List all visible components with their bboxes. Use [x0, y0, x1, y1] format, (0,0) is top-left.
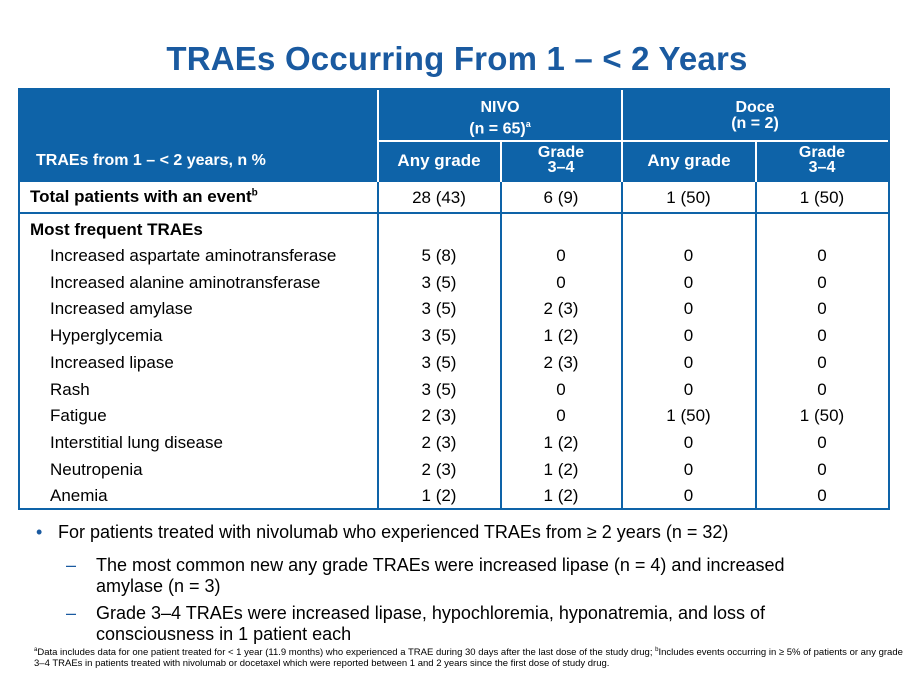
row-value: 0	[683, 299, 694, 319]
row-value: 0	[556, 379, 566, 399]
row-label: Increased lipase	[50, 352, 174, 372]
group-n-nivo: (n = 65)a	[469, 119, 531, 138]
row-value: 0	[817, 272, 827, 292]
row-value: 1 (50)	[666, 406, 711, 426]
row-value: 0	[817, 246, 827, 265]
row-value: 0	[683, 272, 694, 292]
group-name-doce: Doce	[735, 99, 775, 116]
col-nivo-grade-3-4: Grade 3–4	[537, 144, 585, 176]
row-label: Fatigue	[50, 406, 107, 426]
row-value: 1 (2)	[543, 432, 579, 452]
col-doce-grade-3-4: Grade 3–4	[798, 144, 846, 176]
row-value: 0	[683, 379, 694, 399]
row-value: 3 (5)	[421, 379, 457, 399]
row-value: 3 (5)	[421, 299, 457, 319]
row-value: 0	[556, 406, 566, 426]
row-header-label: TRAEs from 1 – < 2 years, n %	[36, 152, 266, 169]
row-value: 0	[683, 352, 694, 372]
row-value: 0	[683, 432, 694, 452]
row-value: 3 (5)	[421, 326, 457, 346]
row-value: 2 (3)	[421, 406, 457, 426]
row-value: 0	[556, 272, 566, 292]
row-label: Increased aspartate aminotransferase	[50, 246, 337, 265]
row-label: Hyperglycemia	[50, 326, 163, 346]
group-header-nivo: NIVO (n = 65)a	[378, 100, 622, 137]
row-value: 0	[817, 486, 827, 506]
row-value: 3 (5)	[421, 352, 457, 372]
sub-bullet-1-text: The most common new any grade TRAEs were…	[96, 555, 785, 596]
row-value: 0	[683, 246, 694, 265]
row-label: Interstitial lung disease	[50, 432, 223, 452]
row-label: Increased amylase	[50, 299, 193, 319]
row-value: 1 (2)	[421, 486, 457, 506]
total-nivo-any: 28 (43)	[412, 188, 466, 207]
row-label: Neutropenia	[50, 459, 143, 479]
row-value: 0	[817, 326, 827, 346]
footnote: aData includes data for one patient trea…	[34, 647, 903, 670]
group-header-doce: Doce (n = 2)	[622, 100, 888, 132]
col-doce-any-grade: Any grade	[647, 151, 731, 170]
row-value: 1 (2)	[543, 486, 579, 506]
row-value: 1 (50)	[799, 406, 845, 426]
row-label: Anemia	[50, 486, 108, 506]
row-value: 0	[817, 379, 827, 399]
row-value: 0	[817, 352, 827, 372]
total-nivo-g34: 6 (9)	[543, 188, 579, 207]
row-value: 2 (3)	[421, 459, 457, 479]
col-nivo-any-grade: Any grade	[397, 151, 481, 170]
row-value: 1 (2)	[543, 326, 579, 346]
slide-title: TRAEs Occurring From 1 – < 2 Years	[166, 40, 748, 77]
group-n-doce: (n = 2)	[731, 115, 779, 132]
row-value: 0	[683, 326, 694, 346]
row-value: 2 (3)	[543, 299, 579, 319]
bullet-main-text: For patients treated with nivolumab who …	[58, 522, 729, 542]
total-doce-any: 1 (50)	[666, 188, 711, 207]
section-label: Most frequent TRAEs	[30, 220, 203, 239]
bullet-dot: •	[36, 522, 43, 542]
row-value: 3 (5)	[421, 272, 457, 292]
row-value: 2 (3)	[421, 432, 457, 452]
table-header: NIVO (n = 65)a Doce (n = 2) TRAEs from 1…	[20, 90, 888, 182]
row-value: 5 (8)	[421, 246, 457, 265]
sub-dash-1: –	[66, 555, 77, 575]
row-value: 0	[556, 246, 566, 265]
row-value: 0	[817, 432, 827, 452]
group-name-nivo: NIVO	[480, 99, 520, 116]
row-value: 0	[683, 486, 694, 506]
row-value: 1 (2)	[543, 459, 579, 479]
trae-table: NIVO (n = 65)a Doce (n = 2) TRAEs from 1…	[18, 88, 890, 510]
total-row-label: Total patients with an eventb	[30, 187, 258, 206]
row-value: 2 (3)	[543, 352, 579, 372]
sub-dash-2: –	[66, 603, 77, 623]
sub-bullet-2-text: Grade 3–4 TRAEs were increased lipase, h…	[96, 603, 766, 644]
row-label: Rash	[50, 379, 90, 399]
row-value: 0	[817, 299, 827, 319]
row-value: 0	[817, 459, 827, 479]
row-label: Increased alanine aminotransferase	[50, 272, 321, 292]
total-doce-g34: 1 (50)	[799, 188, 845, 207]
row-value: 0	[683, 459, 694, 479]
